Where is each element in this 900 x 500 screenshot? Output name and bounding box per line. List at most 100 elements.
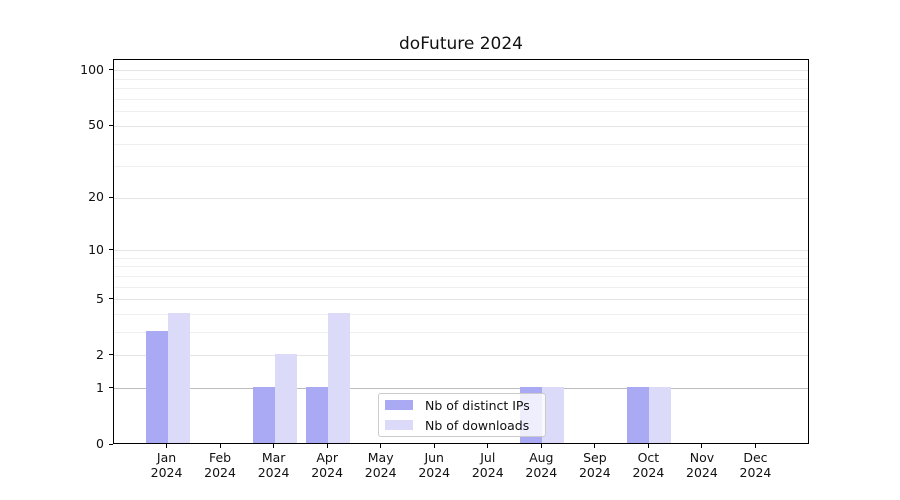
month-label: Nov	[689, 450, 715, 465]
month-label: Oct	[637, 450, 660, 465]
gridline-6	[114, 286, 808, 288]
gridline-80	[114, 88, 808, 90]
plot-area	[113, 59, 809, 444]
gridline-8	[114, 266, 808, 268]
gridline-2	[114, 355, 808, 357]
x-tick-label-feb: Feb 2024	[190, 450, 250, 480]
y-tick-label: 0	[96, 436, 104, 451]
y-tick-mark	[109, 298, 113, 300]
y-tick-mark	[109, 387, 113, 389]
gridline-60	[114, 111, 808, 113]
month-label: Sep	[583, 450, 607, 465]
gridline-5	[114, 299, 808, 301]
x-tick-label-sep: Sep 2024	[565, 450, 625, 480]
year-label: 2024	[150, 465, 183, 480]
x-tick-mark	[701, 444, 703, 448]
x-tick-label-dec: Dec 2024	[725, 450, 785, 480]
gridline-9	[114, 257, 808, 259]
year-label: 2024	[418, 465, 451, 480]
x-tick-mark	[754, 444, 756, 448]
month-label: Aug	[529, 450, 554, 465]
month-label: Feb	[208, 450, 232, 465]
bar-downloads-apr	[328, 312, 351, 443]
y-tick-mark	[109, 69, 113, 71]
x-tick-label-jun: Jun 2024	[404, 450, 464, 480]
y-tick-label: 10	[88, 241, 104, 257]
legend-swatch-downloads	[385, 420, 413, 430]
gridline-90	[114, 78, 808, 80]
year-label: 2024	[739, 465, 772, 480]
y-tick-label: 100	[80, 61, 104, 77]
bar-distinct-ips-mar	[252, 386, 275, 443]
x-tick-mark	[273, 444, 275, 448]
legend-item-distinct-ips: Nb of distinct IPs	[385, 396, 539, 414]
x-tick-label-jan: Jan 2024	[137, 450, 197, 480]
year-label: 2024	[578, 465, 611, 480]
month-label: Jun	[424, 450, 444, 465]
x-tick-label-oct: Oct 2024	[618, 450, 678, 480]
x-tick-mark	[594, 444, 596, 448]
gridline-1	[114, 388, 808, 390]
year-label: 2024	[311, 465, 344, 480]
x-tick-mark	[540, 444, 542, 448]
month-label: Apr	[316, 450, 338, 465]
y-tick-mark	[109, 443, 113, 445]
year-label: 2024	[204, 465, 236, 480]
y-tick-mark	[109, 196, 113, 198]
gridline-20	[114, 197, 808, 199]
year-label: 2024	[686, 465, 718, 480]
x-tick-mark	[487, 444, 489, 448]
gridline-40	[114, 143, 808, 145]
gridline-30	[114, 166, 808, 168]
x-tick-label-apr: Apr 2024	[297, 450, 357, 480]
x-tick-mark	[647, 444, 649, 448]
bar-distinct-ips-oct	[627, 386, 650, 443]
year-label: 2024	[632, 465, 665, 480]
bar-distinct-ips-jan	[145, 330, 168, 443]
x-tick-mark	[219, 444, 221, 448]
grid-layer	[114, 60, 808, 443]
x-tick-label-may: May 2024	[351, 450, 411, 480]
x-tick-mark	[326, 444, 328, 448]
gridline-100	[114, 70, 808, 72]
y-tick-label: 50	[88, 117, 104, 133]
y-tick-label: 20	[88, 189, 104, 205]
y-tick-mark	[109, 124, 113, 126]
bar-distinct-ips-apr	[306, 386, 329, 443]
gridline-4	[114, 314, 808, 316]
year-label: 2024	[364, 465, 397, 480]
month-label: May	[367, 450, 394, 465]
gridline-70	[114, 99, 808, 101]
bars-layer	[114, 60, 808, 443]
bar-downloads-mar	[274, 353, 297, 443]
x-tick-label-nov: Nov 2024	[672, 450, 732, 480]
y-tick-mark	[109, 354, 113, 356]
x-tick-label-mar: Mar 2024	[244, 450, 304, 480]
gridline-50	[114, 125, 808, 127]
x-tick-mark	[166, 444, 168, 448]
legend-swatch-distinct-ips	[385, 400, 413, 410]
month-label: Dec	[743, 450, 768, 465]
gridline-7	[114, 275, 808, 277]
gridline-10	[114, 250, 808, 252]
x-tick-mark	[433, 444, 435, 448]
year-label: 2024	[257, 465, 290, 480]
year-label: 2024	[471, 465, 504, 480]
bar-downloads-aug	[542, 386, 565, 443]
x-tick-label-aug: Aug 2024	[511, 450, 571, 480]
legend-item-downloads: Nb of downloads	[385, 416, 539, 434]
month-label: Mar	[261, 450, 286, 465]
chart-title: doFuture 2024	[399, 34, 523, 54]
legend-label-distinct-ips: Nb of distinct IPs	[425, 397, 530, 413]
x-tick-label-jul: Jul 2024	[458, 450, 518, 480]
legend: Nb of distinct IPs Nb of downloads	[378, 393, 546, 437]
month-label: Jan	[156, 450, 177, 465]
gridline-3	[114, 332, 808, 334]
bar-downloads-oct	[649, 386, 672, 443]
legend-label-downloads: Nb of downloads	[425, 417, 530, 433]
y-tick-label: 2	[96, 346, 104, 362]
bar-downloads-jan	[167, 312, 190, 443]
y-tick-label: 5	[96, 290, 104, 306]
y-tick-label: 1	[96, 379, 104, 395]
